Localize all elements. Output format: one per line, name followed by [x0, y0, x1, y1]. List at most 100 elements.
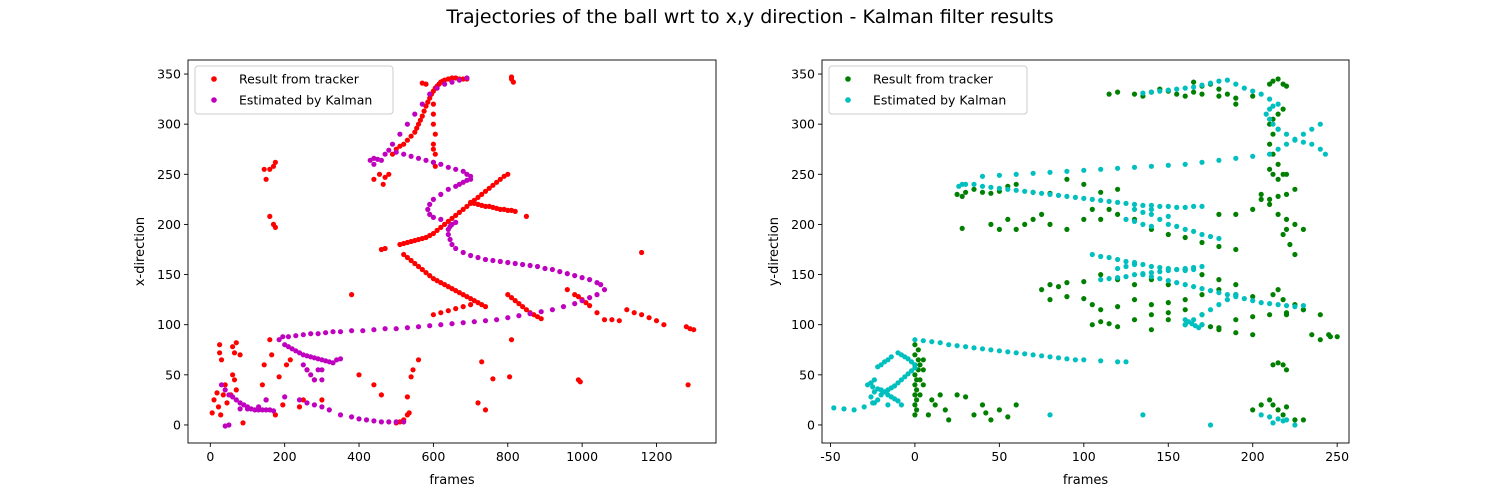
- data-point: [1275, 101, 1281, 107]
- data-point: [434, 227, 440, 233]
- data-point: [311, 377, 317, 383]
- data-point: [386, 147, 392, 153]
- data-point: [1165, 162, 1171, 168]
- data-point: [888, 354, 894, 360]
- data-point: [1039, 211, 1045, 217]
- data-point: [1250, 93, 1256, 99]
- data-point: [425, 206, 431, 212]
- data-point: [482, 203, 489, 209]
- data-point: [1270, 121, 1276, 127]
- data-point: [1064, 294, 1070, 300]
- y-tick-label: 350: [157, 67, 181, 82]
- data-point: [1182, 85, 1188, 91]
- data-point: [1191, 89, 1197, 95]
- data-point: [1322, 151, 1328, 157]
- data-point: [1207, 422, 1214, 428]
- data-point: [1047, 354, 1053, 360]
- data-point: [971, 181, 977, 187]
- data-point: [1089, 206, 1095, 212]
- data-point: [1283, 191, 1290, 197]
- data-point: [861, 404, 867, 410]
- data-point: [427, 201, 433, 207]
- data-point: [1039, 353, 1045, 359]
- data-point: [449, 79, 455, 85]
- data-point: [1250, 298, 1256, 304]
- data-point: [1216, 235, 1222, 242]
- data-point: [1098, 319, 1104, 325]
- data-point: [378, 419, 384, 425]
- data-point: [397, 131, 403, 137]
- data-point: [557, 269, 563, 275]
- data-point: [1224, 91, 1230, 97]
- data-point: [1191, 203, 1197, 209]
- data-point: [460, 320, 466, 326]
- data-point: [1275, 111, 1281, 117]
- legend: Result from tracker Estimated by Kalman: [194, 65, 394, 115]
- data-point: [408, 374, 414, 380]
- data-point: [1165, 278, 1171, 284]
- data-point: [1123, 274, 1129, 280]
- data-point: [971, 345, 977, 351]
- data-point: [386, 171, 392, 177]
- legend: Result from tracker Estimated by Kalman: [828, 65, 1028, 115]
- data-point: [914, 407, 920, 413]
- data-point: [326, 407, 332, 413]
- y-tick-label: 300: [791, 117, 815, 132]
- data-point: [1140, 221, 1146, 227]
- data-point: [1317, 312, 1323, 318]
- data-point: [430, 146, 436, 152]
- data-point: [1115, 275, 1121, 281]
- data-point: [996, 407, 1003, 413]
- data-point: [1270, 78, 1276, 84]
- data-point: [267, 337, 273, 343]
- data-point: [1165, 203, 1171, 209]
- y-tick-label: 100: [157, 317, 181, 332]
- x-tick-label: 1200: [641, 449, 673, 464]
- data-point: [1283, 404, 1290, 410]
- data-point: [1047, 282, 1053, 288]
- data-point: [954, 392, 960, 398]
- data-point: [868, 394, 874, 400]
- data-point: [1275, 407, 1281, 413]
- data-point: [231, 377, 238, 383]
- data-point: [382, 151, 388, 157]
- data-point: [259, 407, 265, 413]
- data-point: [356, 372, 362, 378]
- data-point: [1047, 191, 1053, 197]
- data-point: [393, 419, 399, 425]
- data-point: [1030, 189, 1036, 195]
- data-point: [226, 422, 232, 428]
- data-point: [1148, 211, 1154, 217]
- data-point: [464, 203, 470, 209]
- data-point: [1123, 216, 1129, 222]
- data-point: [1283, 171, 1290, 177]
- data-point: [1064, 280, 1070, 286]
- data-point: [430, 121, 436, 127]
- data-point: [490, 182, 496, 188]
- data-point: [1182, 161, 1188, 167]
- data-point: [445, 308, 451, 314]
- data-point: [1199, 263, 1205, 270]
- data-point: [1030, 216, 1036, 222]
- data-point: [408, 153, 414, 159]
- data-point: [914, 387, 920, 393]
- data-point: [231, 350, 238, 356]
- data-point: [523, 307, 530, 313]
- left-subplot: 0 200 400 600 800 1000 1200 0 50 100 150 200 250 300 3…: [133, 59, 717, 488]
- data-point: [280, 402, 286, 408]
- data-point: [1131, 218, 1138, 224]
- data-point: [1098, 253, 1104, 260]
- data-point: [959, 225, 965, 231]
- data-point: [1098, 277, 1104, 283]
- data-point: [946, 417, 952, 423]
- data-point: [1098, 307, 1104, 313]
- data-point: [1089, 251, 1095, 258]
- data-point: [434, 85, 440, 91]
- data-point: [1233, 246, 1239, 253]
- data-point: [427, 95, 433, 101]
- data-point: [1216, 277, 1222, 283]
- data-point: [527, 262, 533, 269]
- data-point: [330, 360, 336, 366]
- data-point: [283, 362, 290, 368]
- data-point: [1280, 412, 1286, 418]
